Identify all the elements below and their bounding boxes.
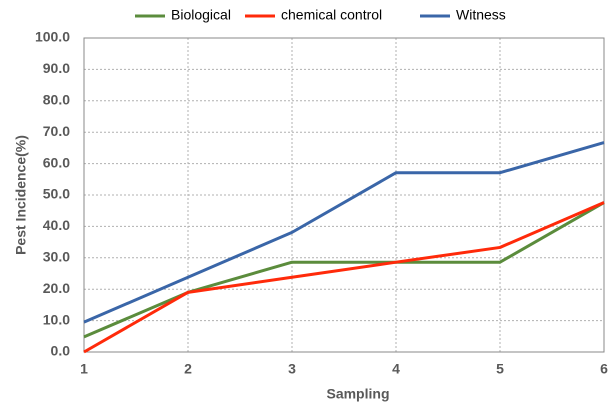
legend-label: Biological xyxy=(171,7,231,23)
plot-frame xyxy=(83,37,605,353)
y-tick-label: 50.0 xyxy=(43,186,70,202)
x-axis-label: Sampling xyxy=(326,386,389,402)
legend-label: Witness xyxy=(456,7,506,23)
x-tick-label: 6 xyxy=(600,361,608,377)
y-axis-label: Pest Incidence(%) xyxy=(13,135,29,255)
x-tick-label: 3 xyxy=(288,361,296,377)
y-tick-label: 10.0 xyxy=(43,311,70,327)
y-tick-label: 20.0 xyxy=(43,280,70,296)
y-tick-label: 80.0 xyxy=(43,92,70,108)
y-tick-label: 0.0 xyxy=(51,343,71,359)
y-tick-label: 70.0 xyxy=(43,123,70,139)
x-tick-label: 1 xyxy=(80,361,88,377)
legend-label: chemical control xyxy=(281,7,382,23)
y-tick-label: 90.0 xyxy=(43,60,70,76)
y-tick-label: 30.0 xyxy=(43,249,70,265)
x-tick-label: 5 xyxy=(496,361,504,377)
y-tick-label: 60.0 xyxy=(43,154,70,170)
y-tick-label: 100.0 xyxy=(35,29,70,45)
y-tick-label: 40.0 xyxy=(43,217,70,233)
x-tick-label: 4 xyxy=(392,361,400,377)
series-line xyxy=(83,201,605,339)
series-line xyxy=(83,201,605,354)
x-tick-label: 2 xyxy=(184,361,192,377)
series-line xyxy=(83,141,605,324)
